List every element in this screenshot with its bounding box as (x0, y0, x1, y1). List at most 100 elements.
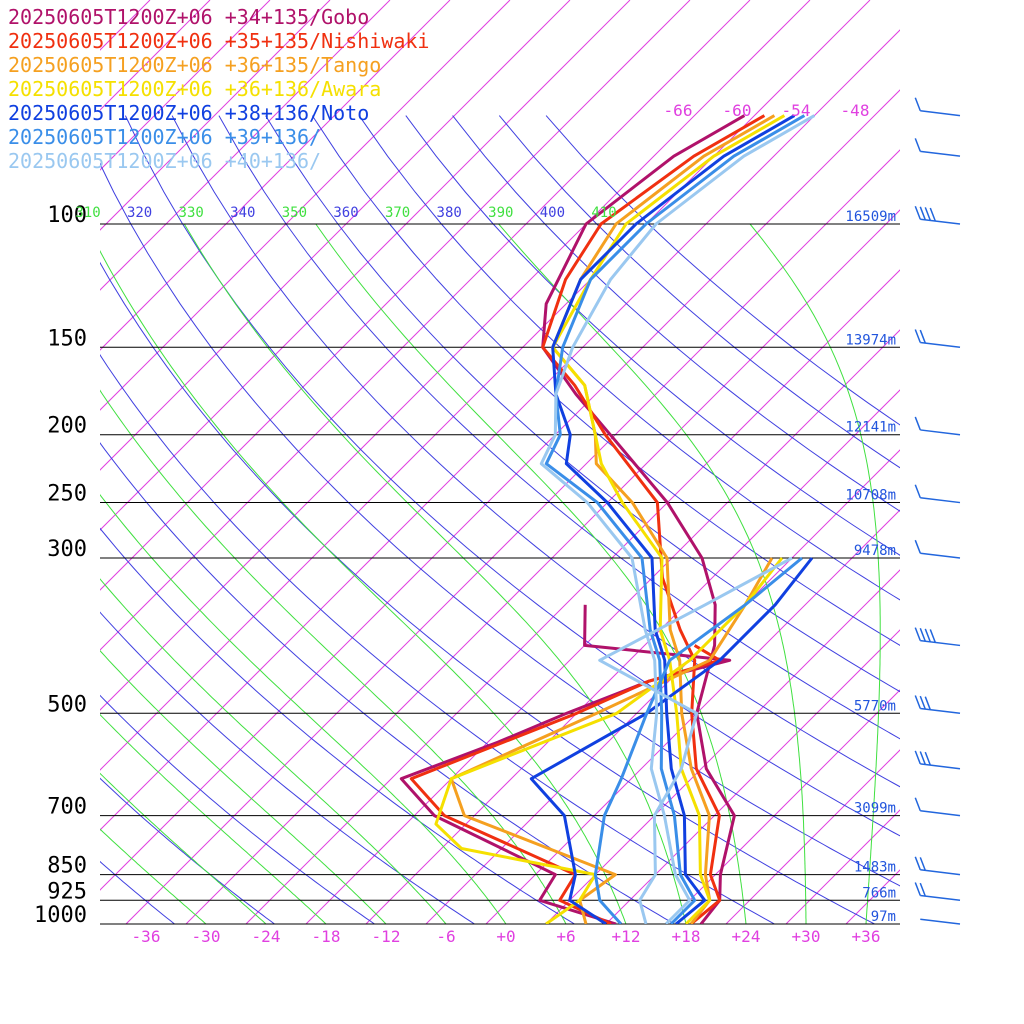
dry-adiabat-line (100, 162, 900, 887)
temperature-tick-label: -12 (372, 927, 401, 946)
wind-barb-flag (914, 797, 921, 812)
isotherm-line (245, 269, 900, 924)
pressure-tick-label: 300 (47, 537, 87, 562)
wind-barb-staff (920, 497, 961, 504)
dry-adiabat-line (100, 860, 175, 924)
isotherm-line (425, 449, 900, 924)
isotherm-line (100, 0, 811, 711)
wind-barb-staff (920, 707, 961, 715)
moist-adiabat-line (100, 772, 267, 924)
dry-adiabat-line (405, 115, 900, 556)
wind-barb-flag (914, 750, 921, 765)
isotherm-line (100, 0, 271, 171)
dewpoint-line (529, 557, 814, 924)
wind-barb-staff (920, 810, 961, 817)
wind-barb-flag (919, 329, 926, 344)
wind-barb-flag (914, 484, 921, 499)
height-label: 1483m (854, 860, 896, 876)
wind-barb-flag (924, 628, 931, 643)
isotherm-line (100, 0, 631, 531)
height-label: 10708m (845, 488, 896, 504)
temperature-tick-label: -24 (252, 927, 281, 946)
height-label: 766m (862, 885, 896, 901)
pressure-tick-label: 500 (47, 692, 87, 717)
temperature-line (551, 114, 796, 924)
theta-label: 360 (333, 205, 358, 221)
theta-label: 330 (179, 205, 204, 221)
wind-barb-staff (920, 763, 961, 770)
dewpoint-line (598, 556, 793, 924)
isotherm-line (100, 0, 391, 291)
pressure-tick-label: 250 (47, 482, 87, 507)
temperature-line (551, 114, 786, 924)
height-label: 16509m (845, 209, 896, 225)
theta-label: 390 (488, 205, 513, 221)
isotherm-line (845, 869, 900, 924)
dry-adiabat-line (100, 261, 875, 924)
moist-adiabat-line (183, 223, 687, 924)
upper-temperature-label: -54 (782, 101, 811, 120)
height-label: 3099m (854, 801, 896, 817)
legend: 20250605T1200Z+06 +34+135/Gobo20250605T1… (8, 5, 429, 173)
wind-barb-flag (914, 695, 921, 709)
wind-barb-flag (914, 882, 921, 896)
wind-barb-flag (919, 206, 926, 221)
wind-barb-staff (920, 918, 961, 925)
wind-barb-staff (920, 429, 961, 436)
sounding-series (399, 114, 816, 924)
dry-adiabat-line (311, 115, 900, 646)
isotherm-line (785, 809, 900, 924)
wind-barb-staff (920, 110, 961, 117)
wind-barb-flag (924, 696, 931, 710)
legend-entry: 20250605T1200Z+06 +34+135/Gobo (8, 5, 369, 29)
temperature-tick-label: +0 (496, 927, 515, 946)
wind-barb-flag (914, 138, 921, 152)
dry-adiabat-line (218, 115, 900, 740)
wind-barbs (914, 97, 961, 925)
pressure-tick-label: 700 (47, 795, 87, 820)
theta-label: 380 (437, 205, 462, 221)
wind-barb-staff (920, 552, 961, 559)
dry-adiabat-line (100, 694, 375, 924)
upper-temperature-label: -66 (664, 101, 693, 120)
temperature-tick-label: +12 (612, 927, 641, 946)
height-label: 13974m (845, 332, 896, 348)
dry-adiabat-line (100, 527, 575, 924)
isotherm-line (725, 749, 900, 924)
isotherm-line (605, 629, 900, 924)
moist-adiabat-line (100, 389, 567, 924)
legend-entry: 20250605T1200Z+06 +35+135/Nishiwaki (8, 29, 429, 53)
isotherm-line (100, 0, 751, 651)
temperature-line (541, 114, 746, 924)
temperature-line (541, 114, 766, 924)
wind-barb-flag (919, 882, 926, 897)
isotherm-line (100, 0, 571, 471)
isobar-lines (100, 223, 900, 925)
wind-barb-flag (914, 539, 921, 554)
pressure-tick-label: 1000 (34, 903, 87, 928)
wind-barb-staff (920, 894, 961, 902)
dry-adiabat-line (171, 115, 900, 788)
temperature-line (551, 114, 776, 924)
height-label: 9478m (854, 543, 896, 559)
wind-barb-flag (914, 627, 921, 641)
wind-barb-flag (924, 207, 931, 221)
temperature-line (544, 114, 806, 924)
height-label: 5770m (854, 698, 896, 714)
legend-entry: 20250605T1200Z+06 +40+136/ (8, 149, 321, 173)
legend-entry: 20250605T1200Z+06 +39+136/ (8, 125, 321, 149)
theta-label: 340 (230, 205, 255, 221)
isotherm-line (100, 0, 511, 411)
isotherm-line (966, 0, 1024, 924)
isotherm-line (665, 689, 900, 924)
dry-adiabat-line (100, 777, 275, 924)
wind-barb-flag (919, 751, 926, 765)
dewpoint-line (434, 557, 784, 924)
wind-barb-staff (920, 150, 961, 157)
pressure-tick-label: 150 (47, 326, 87, 351)
dewpoint-line (593, 556, 803, 924)
pressure-tick-label: 100 (47, 203, 87, 228)
isotherm-line (125, 149, 900, 924)
pressure-tick-label: 925 (47, 879, 87, 904)
theta-label: 310 (75, 205, 100, 221)
